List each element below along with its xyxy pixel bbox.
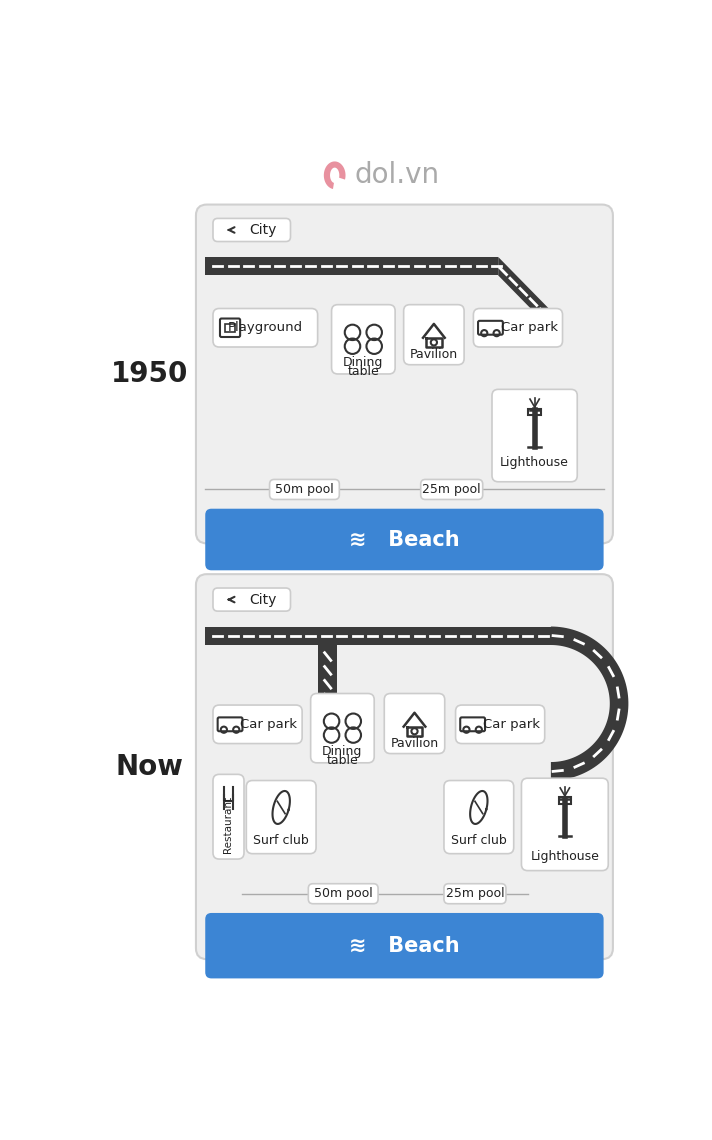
Text: Dining: Dining bbox=[343, 356, 384, 369]
Text: ≋   Beach: ≋ Beach bbox=[349, 935, 460, 955]
Polygon shape bbox=[324, 162, 345, 189]
Text: Dining: Dining bbox=[323, 744, 362, 758]
Text: Restaurant: Restaurant bbox=[224, 796, 234, 853]
FancyBboxPatch shape bbox=[205, 913, 604, 978]
Text: Car park: Car park bbox=[483, 718, 540, 731]
FancyBboxPatch shape bbox=[270, 480, 340, 499]
Text: table: table bbox=[347, 365, 379, 378]
Text: 50m pool: 50m pool bbox=[275, 483, 334, 496]
Polygon shape bbox=[551, 627, 629, 781]
FancyBboxPatch shape bbox=[308, 884, 378, 904]
Polygon shape bbox=[498, 256, 559, 337]
FancyBboxPatch shape bbox=[456, 705, 545, 743]
Text: 50m pool: 50m pool bbox=[314, 887, 372, 901]
Text: Pavilion: Pavilion bbox=[390, 738, 439, 750]
FancyBboxPatch shape bbox=[196, 575, 613, 959]
FancyBboxPatch shape bbox=[213, 219, 290, 242]
FancyBboxPatch shape bbox=[444, 781, 513, 854]
Text: Pavilion: Pavilion bbox=[410, 348, 458, 361]
Text: City: City bbox=[250, 593, 277, 606]
Text: Car park: Car park bbox=[241, 718, 298, 731]
FancyBboxPatch shape bbox=[213, 705, 302, 743]
FancyBboxPatch shape bbox=[444, 884, 506, 904]
FancyBboxPatch shape bbox=[384, 693, 445, 754]
FancyBboxPatch shape bbox=[205, 508, 604, 570]
Text: Playground: Playground bbox=[227, 321, 303, 334]
Text: ≋   Beach: ≋ Beach bbox=[349, 529, 460, 549]
Polygon shape bbox=[318, 645, 337, 711]
Text: table: table bbox=[327, 754, 358, 767]
Text: dol.vn: dol.vn bbox=[355, 161, 440, 189]
Text: Lighthouse: Lighthouse bbox=[530, 850, 600, 863]
Polygon shape bbox=[205, 256, 498, 276]
Text: City: City bbox=[250, 223, 277, 237]
FancyBboxPatch shape bbox=[473, 309, 562, 347]
Text: Car park: Car park bbox=[501, 321, 557, 334]
FancyBboxPatch shape bbox=[213, 588, 290, 611]
Polygon shape bbox=[205, 627, 551, 645]
FancyBboxPatch shape bbox=[246, 781, 316, 854]
FancyBboxPatch shape bbox=[213, 774, 244, 860]
Text: Surf club: Surf club bbox=[253, 834, 309, 847]
FancyBboxPatch shape bbox=[404, 304, 464, 365]
FancyBboxPatch shape bbox=[310, 693, 375, 763]
Text: 25m pool: 25m pool bbox=[446, 887, 504, 901]
FancyBboxPatch shape bbox=[213, 309, 318, 347]
FancyBboxPatch shape bbox=[521, 779, 608, 871]
Text: Lighthouse: Lighthouse bbox=[501, 456, 569, 469]
FancyBboxPatch shape bbox=[421, 480, 483, 499]
FancyBboxPatch shape bbox=[196, 204, 613, 544]
FancyBboxPatch shape bbox=[332, 304, 395, 374]
Text: 25m pool: 25m pool bbox=[422, 483, 481, 496]
Text: Now: Now bbox=[115, 752, 184, 781]
Text: Surf club: Surf club bbox=[451, 834, 507, 847]
FancyBboxPatch shape bbox=[492, 390, 577, 482]
Text: 1950: 1950 bbox=[111, 360, 188, 388]
